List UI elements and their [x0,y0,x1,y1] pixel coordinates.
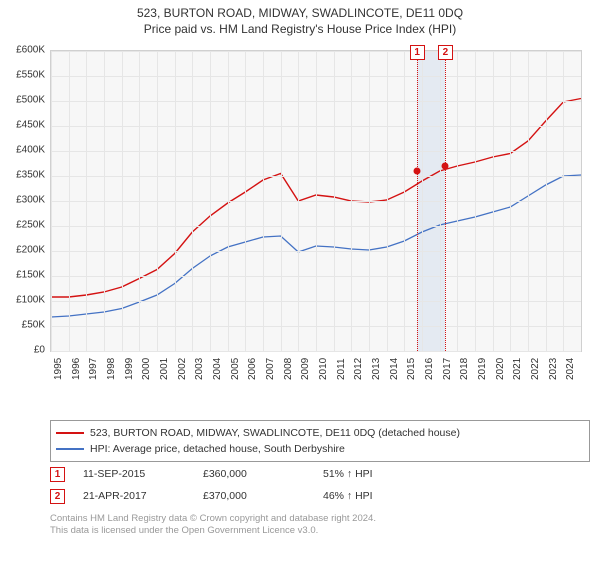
sale-marker: 1 [50,467,65,482]
legend-label: 523, BURTON ROAD, MIDWAY, SWADLINCOTE, D… [90,427,460,439]
legend-swatch [56,432,84,434]
sale-marker: 2 [50,489,65,504]
x-tick-label: 1995 [53,358,64,380]
x-tick-label: 2015 [406,358,417,380]
y-tick-label: £200K [5,245,45,256]
x-tick-label: 2018 [459,358,470,380]
x-tick-label: 1997 [88,358,99,380]
y-tick-label: £150K [5,270,45,281]
marker-box: 2 [438,45,453,60]
x-tick-label: 2010 [318,358,329,380]
chart-title: 523, BURTON ROAD, MIDWAY, SWADLINCOTE, D… [0,6,600,20]
x-tick-label: 2024 [565,358,576,380]
x-tick-label: 2011 [336,358,347,380]
legend: 523, BURTON ROAD, MIDWAY, SWADLINCOTE, D… [50,420,590,462]
legend-swatch [56,448,84,450]
sale-date: 21-APR-2017 [83,490,203,502]
y-tick-label: £0 [5,345,45,356]
footer-line-1: Contains HM Land Registry data © Crown c… [50,513,578,525]
x-tick-label: 2001 [159,358,170,380]
marker-vline [417,51,418,351]
x-tick-label: 2003 [194,358,205,380]
x-tick-label: 2005 [230,358,241,380]
x-tick-label: 1998 [106,358,117,380]
x-tick-label: 2019 [477,358,488,380]
y-tick-label: £50K [5,320,45,331]
y-tick-label: £300K [5,195,45,206]
legend-item: 523, BURTON ROAD, MIDWAY, SWADLINCOTE, D… [56,425,584,441]
x-tick-label: 2009 [300,358,311,380]
sales-table: 1 11-SEP-2015 £360,000 51% ↑ HPI 2 21-AP… [50,463,578,507]
x-tick-label: 2012 [353,358,364,380]
plot-region: 12 [50,50,582,352]
x-tick-label: 2021 [512,358,523,380]
x-tick-label: 2016 [424,358,435,380]
sale-hpi: 51% ↑ HPI [323,468,578,480]
chart-area: 12 £0 £50K £100K £150K £200K £250K £300K £350K £… [0,40,600,400]
chart-subtitle: Price paid vs. HM Land Registry's House … [0,22,600,36]
y-tick-label: £600K [5,45,45,56]
x-tick-label: 1999 [124,358,135,380]
y-tick-label: £350K [5,170,45,181]
legend-label: HPI: Average price, detached house, Sout… [90,443,345,455]
x-tick-label: 2000 [141,358,152,380]
legend-item: HPI: Average price, detached house, Sout… [56,441,584,457]
footer-line-2: This data is licensed under the Open Gov… [50,525,578,537]
sale-hpi: 46% ↑ HPI [323,490,578,502]
x-tick-label: 1996 [71,358,82,380]
marker-dot [441,163,448,170]
x-tick-label: 2013 [371,358,382,380]
marker-dot [413,168,420,175]
sale-price: £360,000 [203,468,323,480]
y-tick-label: £100K [5,295,45,306]
x-tick-label: 2014 [389,358,400,380]
marker-box: 1 [410,45,425,60]
y-tick-label: £450K [5,120,45,131]
x-tick-label: 2004 [212,358,223,380]
sale-row: 1 11-SEP-2015 £360,000 51% ↑ HPI [50,463,578,485]
sale-date: 11-SEP-2015 [83,468,203,480]
x-tick-label: 2020 [495,358,506,380]
y-tick-label: £500K [5,95,45,106]
x-tick-label: 2002 [177,358,188,380]
x-tick-label: 2007 [265,358,276,380]
marker-vline [445,51,446,351]
y-tick-label: £550K [5,70,45,81]
x-tick-label: 2008 [283,358,294,380]
x-tick-label: 2006 [247,358,258,380]
x-tick-label: 2022 [530,358,541,380]
sale-price: £370,000 [203,490,323,502]
x-tick-label: 2023 [548,358,559,380]
y-tick-label: £400K [5,145,45,156]
y-tick-label: £250K [5,220,45,231]
sale-row: 2 21-APR-2017 £370,000 46% ↑ HPI [50,485,578,507]
footer: Contains HM Land Registry data © Crown c… [50,513,578,538]
x-tick-label: 2017 [442,358,453,380]
